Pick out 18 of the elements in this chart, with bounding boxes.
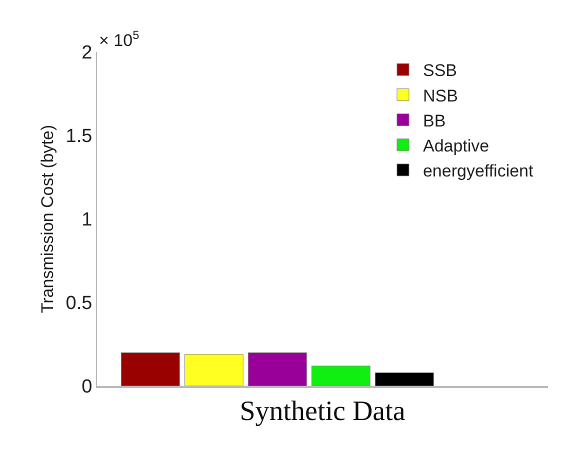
- bar: [311, 366, 370, 386]
- bar: [374, 372, 434, 386]
- legend-label: SSB: [422, 61, 458, 80]
- y-tick-label: 0.5: [66, 293, 92, 314]
- bar: [248, 352, 307, 386]
- legend-label: BB: [422, 111, 446, 130]
- bar: [184, 354, 244, 386]
- y-tick-label: 2: [82, 42, 92, 64]
- y-tick-label: 0: [82, 376, 92, 398]
- y-tick-label: 1: [82, 210, 92, 231]
- bar: [120, 352, 180, 386]
- legend-label: energyefficient: [422, 162, 534, 181]
- y-axis-title: Transmission Cost (byte): [38, 124, 57, 314]
- x-axis-title: Synthetic Data: [240, 396, 406, 427]
- y-tick-label: 1.5: [66, 126, 92, 148]
- legend-label: Adaptive: [422, 136, 490, 156]
- text: × 10$^{5}$: [99, 28, 140, 50]
- legend-label: NSB: [422, 86, 458, 106]
